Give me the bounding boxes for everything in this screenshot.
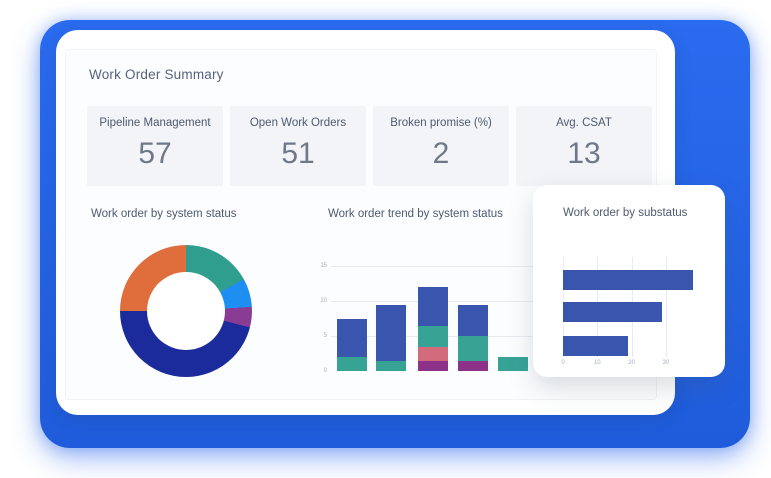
kpi-value: 51: [281, 136, 315, 170]
hbar-3[interactable]: [563, 336, 629, 356]
hbar-2[interactable]: [563, 302, 663, 322]
bar-segment-rose[interactable]: [418, 346, 448, 361]
kpi-value: 2: [432, 136, 450, 170]
y-axis-tick-label: 5: [323, 333, 327, 339]
y-axis-tick-label: 0: [323, 368, 327, 374]
bar-segment-blue[interactable]: [376, 304, 406, 361]
donut-chart-title: Work order by system status: [91, 208, 237, 220]
page-title: Work Order Summary: [89, 67, 224, 82]
stacked-bar-4[interactable]: [458, 304, 488, 371]
kpi-value: 13: [567, 136, 601, 170]
gridline-x-30: [665, 257, 667, 357]
y-axis-tick-label: 10: [320, 298, 327, 304]
stacked-bar-2[interactable]: [376, 304, 406, 371]
donut-hole: [147, 272, 225, 350]
bar-segment-teal[interactable]: [498, 357, 528, 371]
kpi-avg-csat[interactable]: Avg. CSAT 13: [516, 106, 652, 186]
kpi-pipeline-management[interactable]: Pipeline Management 57: [87, 106, 223, 186]
bar-segment-blue[interactable]: [418, 287, 448, 326]
stacked-bar-plot[interactable]: 0 5 10 15: [320, 259, 546, 374]
hbar-chart-title: Work order by substatus: [563, 207, 688, 219]
stacked-bar-3[interactable]: [418, 287, 448, 371]
stacked-chart-title: Work order trend by system status: [328, 208, 503, 220]
donut-chart[interactable]: [120, 245, 252, 377]
stacked-bar-1[interactable]: [337, 318, 367, 371]
bar-segment-teal[interactable]: [458, 336, 488, 361]
hbar-plot[interactable]: 0 10 20 30: [561, 257, 709, 366]
kpi-label: Open Work Orders: [249, 117, 347, 129]
work-order-by-substatus-card: Work order by substatus 0 10 20 30: [533, 185, 725, 377]
kpi-broken-promise[interactable]: Broken promise (%) 2: [373, 106, 509, 186]
x-axis-tick-label: 0: [561, 360, 565, 366]
bar-segment-teal[interactable]: [418, 325, 448, 347]
x-axis-tick-label: 30: [662, 360, 670, 366]
kpi-open-work-orders[interactable]: Open Work Orders 51: [230, 106, 366, 186]
kpi-label: Broken promise (%): [390, 117, 492, 129]
kpi-row: Pipeline Management 57 Open Work Orders …: [87, 106, 652, 186]
kpi-value: 57: [138, 136, 172, 170]
bar-segment-teal[interactable]: [376, 360, 406, 371]
bar-segment-blue[interactable]: [458, 304, 488, 336]
x-axis-tick-label: 10: [593, 360, 601, 366]
x-axis-tick-label: 20: [628, 360, 635, 366]
bar-segment-purple[interactable]: [458, 360, 488, 371]
bar-segment-purple[interactable]: [418, 360, 448, 371]
bar-segment-blue[interactable]: [337, 318, 367, 357]
stacked-bar-5[interactable]: [498, 357, 528, 371]
gridline-y-15: [331, 266, 546, 267]
kpi-label: Avg. CSAT: [556, 117, 612, 129]
bar-segment-teal[interactable]: [337, 357, 367, 371]
y-axis-tick-label: 15: [320, 263, 327, 269]
hbar-1[interactable]: [563, 270, 694, 290]
kpi-label: Pipeline Management: [99, 117, 211, 129]
